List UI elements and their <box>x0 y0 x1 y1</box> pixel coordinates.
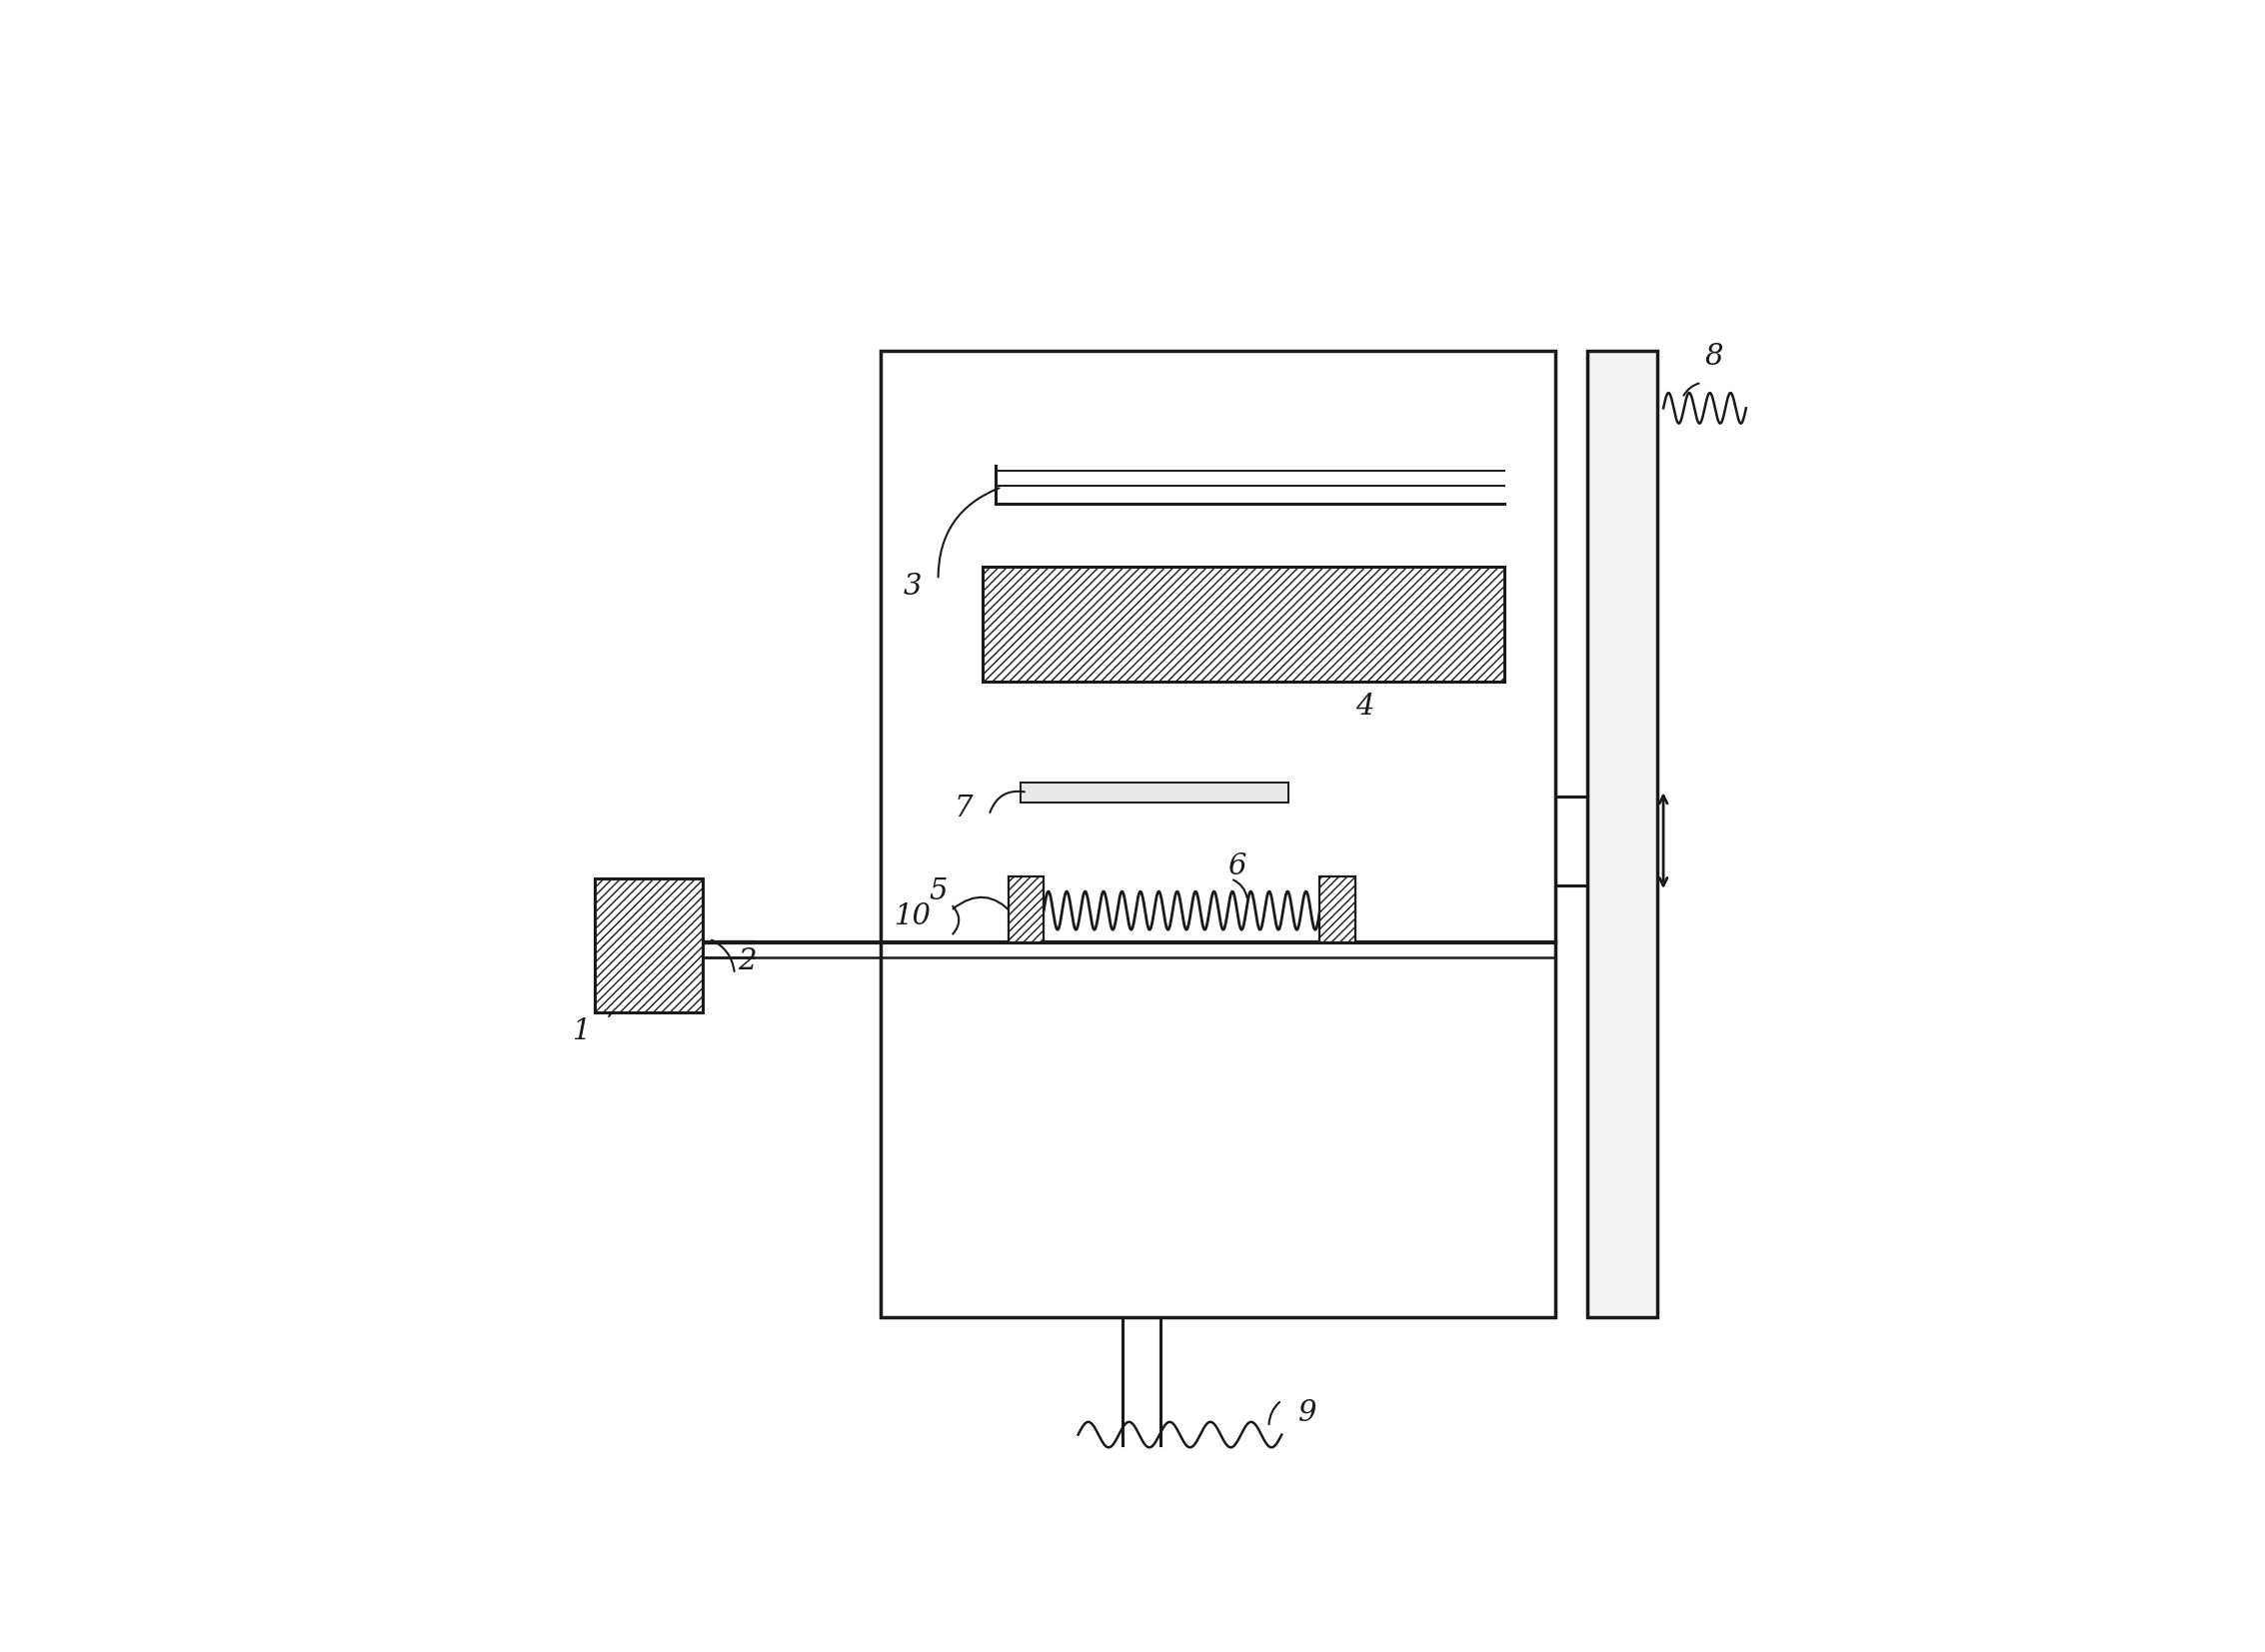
Text: 1: 1 <box>573 1018 591 1046</box>
Text: 7: 7 <box>954 795 974 823</box>
Bar <box>881 350 1556 1318</box>
Text: 10: 10 <box>895 904 931 932</box>
Text: 8: 8 <box>1706 344 1724 372</box>
Bar <box>596 879 702 1013</box>
Text: 5: 5 <box>929 877 947 905</box>
Bar <box>1022 781 1289 803</box>
Bar <box>1008 876 1044 942</box>
Text: 4: 4 <box>1354 694 1373 720</box>
Bar <box>1588 350 1658 1318</box>
Text: 2: 2 <box>738 948 757 975</box>
Text: 3: 3 <box>904 572 922 600</box>
Bar <box>983 567 1504 682</box>
Text: 9: 9 <box>1298 1399 1316 1427</box>
Text: 6: 6 <box>1228 852 1246 881</box>
Bar <box>1320 876 1354 942</box>
